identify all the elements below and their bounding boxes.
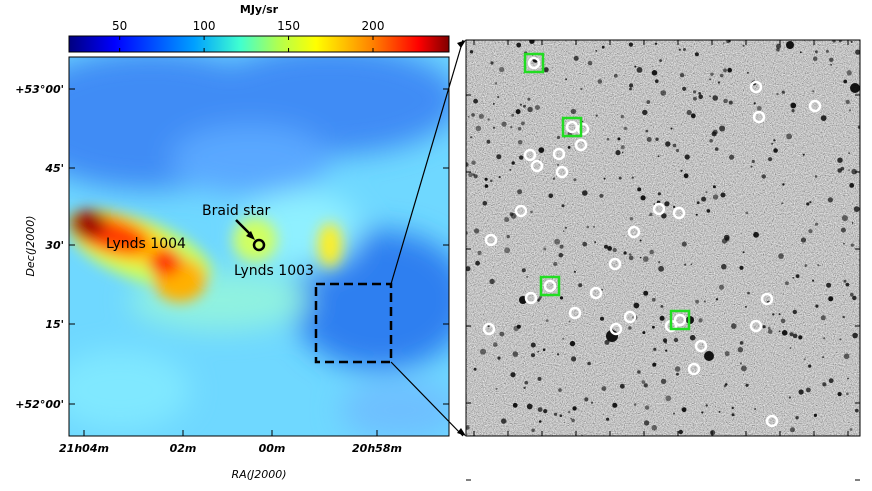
braid-star-arrowhead — [246, 231, 255, 240]
source-circle — [589, 286, 603, 300]
source-circle — [609, 322, 623, 336]
ra-tick-label: 02m — [170, 442, 197, 455]
dec-tick-label: 30' — [45, 239, 64, 252]
source-circle — [552, 147, 566, 161]
colorbar-unit: MJy/sr — [240, 3, 279, 16]
source-square — [561, 116, 583, 138]
colorbar-tick-label: 150 — [277, 19, 300, 33]
source-circle — [808, 99, 822, 113]
colorbar: MJy/sr 50 100 150 200 — [68, 3, 450, 53]
source-circle — [543, 279, 557, 293]
source-circle — [760, 292, 774, 306]
ra-tick-label: 00m — [259, 442, 286, 455]
source-circle — [749, 80, 763, 94]
source-square — [523, 52, 545, 74]
colorbar-tick-label: 200 — [362, 19, 385, 33]
colorbar-tick-label: 100 — [193, 19, 216, 33]
optical-image — [465, 39, 861, 481]
source-circle — [749, 319, 763, 333]
x-axis-label: RA(J2000) — [232, 468, 287, 481]
source-circle — [694, 339, 708, 353]
emission-map: Braid star Lynds 1004 Lynds 1003 +53°00'… — [15, 56, 450, 481]
source-circle — [484, 233, 498, 247]
dec-tick-label: 45' — [44, 162, 64, 175]
source-circle — [555, 165, 569, 179]
source-circle — [576, 122, 590, 136]
source-circle — [673, 313, 687, 327]
zoom-connector-bottom — [390, 361, 464, 437]
map-frame — [68, 56, 450, 437]
source-circle — [527, 56, 541, 70]
source-circle — [765, 414, 779, 428]
colorbar-ticks — [119, 36, 374, 52]
source-circle — [530, 159, 544, 173]
dec-tick-label: 15' — [45, 318, 64, 331]
source-circles — [482, 56, 822, 428]
source-circle — [752, 110, 766, 124]
source-circle — [524, 291, 538, 305]
source-circle — [672, 206, 686, 220]
ra-tick-label: 20h58m — [352, 442, 402, 455]
colorbar-tick-labels: 50 100 150 200 — [112, 19, 384, 33]
source-circle — [523, 148, 537, 162]
source-square — [669, 309, 691, 331]
y-axis-label: Dec(J2000) — [24, 215, 37, 276]
source-circle — [652, 202, 666, 216]
zoom-connector-top — [390, 39, 464, 285]
braid-star-label: Braid star — [202, 203, 271, 219]
source-circle — [608, 257, 622, 271]
source-circle — [623, 310, 637, 324]
lynds-1003-label: Lynds 1003 — [234, 263, 314, 279]
source-circle — [687, 362, 701, 376]
lynds-1004-label: Lynds 1004 — [106, 236, 186, 252]
zoom-box — [314, 282, 393, 364]
source-circle — [574, 138, 588, 152]
image-frame — [465, 39, 861, 437]
dec-tick-label: +53°00' — [15, 83, 64, 96]
source-circle — [568, 306, 582, 320]
source-circle — [514, 204, 528, 218]
source-circle — [565, 120, 579, 134]
ra-tick-label: 21h04m — [59, 442, 109, 455]
colorbar-tick-label: 50 — [112, 19, 127, 33]
colorbar-gradient — [68, 35, 450, 53]
dec-tick-label: +52°00' — [15, 398, 64, 411]
braid-star-marker — [252, 238, 266, 252]
source-squares — [523, 52, 691, 331]
source-circle — [482, 322, 496, 336]
source-square — [539, 275, 561, 297]
source-circle — [627, 225, 641, 239]
